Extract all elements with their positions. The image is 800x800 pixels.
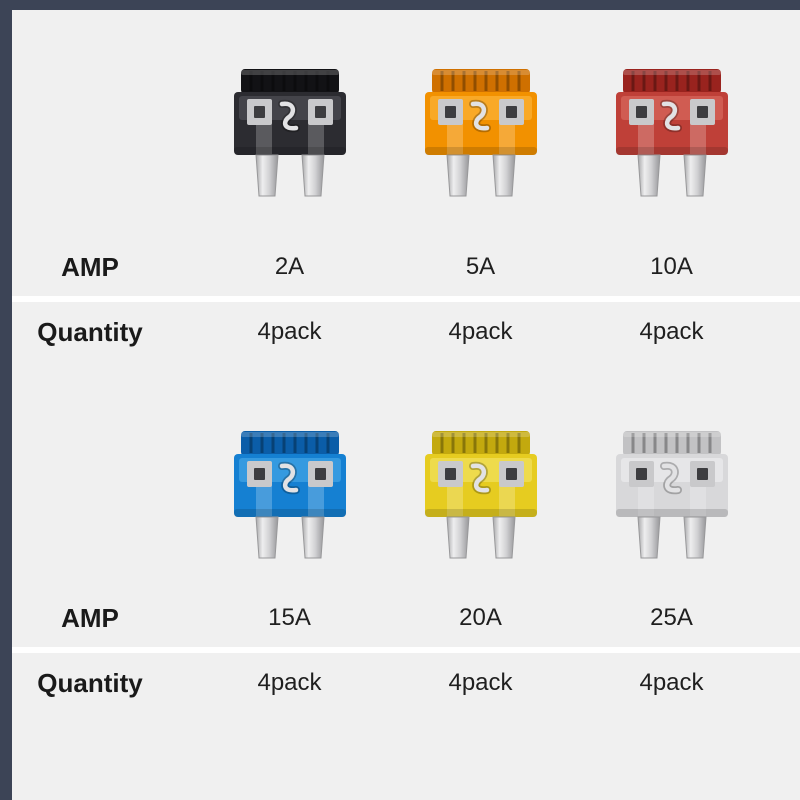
amp-value-10a: 10A: [650, 253, 693, 280]
amp-row-2: AMP 15A 20A 25A: [12, 589, 800, 647]
quantity-value-20a: 4pack: [448, 669, 513, 696]
quantity-value-cell: 4pack: [576, 653, 767, 713]
fuse-photo-row-1: [12, 10, 800, 238]
quantity-value-2a: 4pack: [257, 318, 322, 345]
amp-value-25a: 25A: [650, 604, 693, 631]
quantity-value-cell: 4pack: [576, 302, 767, 362]
quantity-row-1: Quantity 4pack 4pack 4pack: [12, 302, 800, 362]
fuse-image-2a-black: [194, 10, 385, 200]
row-divider-1: [12, 296, 800, 302]
fuse-image-25a-clear: [576, 424, 767, 562]
fuse-image-20a-yellow: [385, 424, 576, 562]
amp-value-20a: 20A: [459, 604, 502, 631]
quantity-row-1-header-cell: Quantity: [12, 302, 194, 362]
section-gap: [12, 362, 800, 424]
amp-label: AMP: [61, 251, 119, 282]
quantity-value-cell: 4pack: [385, 302, 576, 362]
quantity-value-cell: 4pack: [385, 653, 576, 713]
amp-value-15a: 15A: [268, 604, 311, 631]
fuse-photo-row-2: [12, 424, 800, 589]
amp-row-1-header-cell: AMP: [12, 238, 194, 296]
amp-row-1: AMP 2A 5A 10A: [12, 238, 800, 296]
quantity-value-25a: 4pack: [639, 669, 704, 696]
blade-fuse-illustration: [423, 68, 539, 200]
amp-row-2-header-cell: AMP: [12, 589, 194, 647]
blade-fuse-illustration: [232, 430, 348, 562]
blade-fuse-illustration: [614, 430, 730, 562]
fuse-image-15a-blue: [194, 424, 385, 562]
amp-value-5a: 5A: [465, 253, 496, 280]
quantity-row-2: Quantity 4pack 4pack 4pack: [12, 653, 800, 713]
fuse-image-5a-orange: [385, 10, 576, 200]
fuse-image-10a-red: [576, 10, 767, 200]
amp-value-2a: 2A: [274, 253, 305, 280]
amp-value-cell: 20A: [385, 589, 576, 647]
amp-label: AMP: [61, 602, 119, 633]
row-divider-2: [12, 647, 800, 653]
quantity-label: Quantity: [37, 316, 143, 347]
quantity-value-cell: 4pack: [194, 302, 385, 362]
amp-value-cell: 25A: [576, 589, 767, 647]
blade-fuse-illustration: [614, 68, 730, 200]
quantity-value-10a: 4pack: [639, 318, 704, 345]
amp-value-cell: 15A: [194, 589, 385, 647]
quantity-row-2-header-cell: Quantity: [12, 653, 194, 713]
quantity-value-15a: 4pack: [257, 669, 322, 696]
frame-top-bar: [0, 0, 800, 10]
blade-fuse-illustration: [232, 68, 348, 200]
quantity-value-5a: 4pack: [448, 318, 513, 345]
blade-fuse-illustration: [423, 430, 539, 562]
frame-left-bar: [0, 0, 12, 800]
quantity-label: Quantity: [37, 667, 143, 698]
quantity-value-cell: 4pack: [194, 653, 385, 713]
content-area: AMP 2A 5A 10A Quantity 4pack 4pack: [12, 10, 800, 713]
amp-value-cell: 2A: [194, 238, 385, 296]
amp-value-cell: 10A: [576, 238, 767, 296]
amp-value-cell: 5A: [385, 238, 576, 296]
